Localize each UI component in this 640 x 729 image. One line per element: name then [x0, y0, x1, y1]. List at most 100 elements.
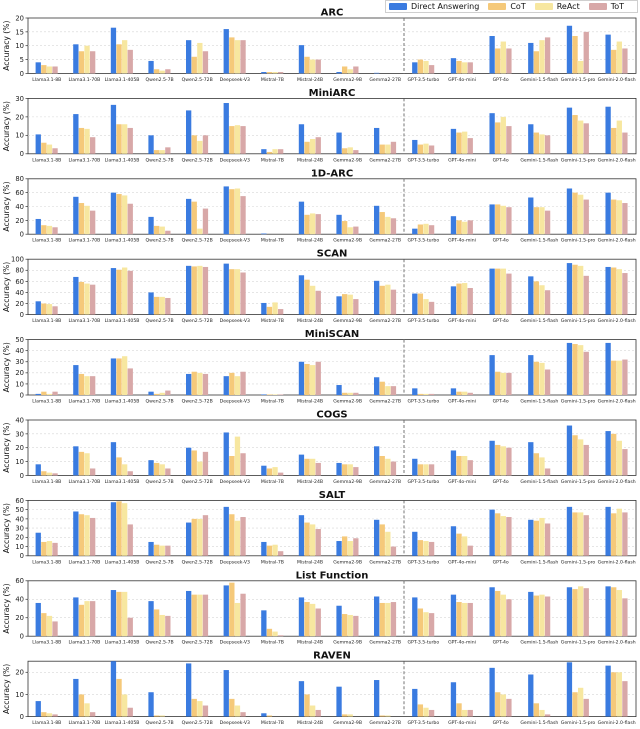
- bar-salt-qwen2-5-72b-cot: [191, 518, 197, 556]
- y-tick-label-salt-6: 60: [15, 497, 24, 505]
- bar-arc-gpt-3-5-turbo-react: [423, 60, 429, 74]
- bar-list-function-gpt-4o-tot: [506, 599, 512, 637]
- x-tick-label-salt-llama3-1-70b: Llama3.1-70B: [68, 559, 100, 565]
- x-tick-label-cogs-gpt-3-5-turbo: GPT-3.5-turbo: [407, 479, 439, 485]
- bar-miniarc-llama3-1-8b-react: [46, 144, 53, 154]
- x-tick-label-miniscan-gemma2-9b: Gemma2-9B: [333, 399, 362, 405]
- y-tick-label-miniscan-0: 0: [20, 391, 24, 399]
- bar-raven-gpt-4o-mini-tot: [467, 709, 473, 717]
- x-tick-label-miniscan-gpt-4o: GPT-4o: [493, 399, 509, 405]
- bar-cogs-deepseek-v3-react: [234, 436, 241, 476]
- x-tick-label-miniarc-gemini-1-5-flash: Gemini-1.5-flash: [520, 157, 558, 163]
- bar-cogs-deepseek-v3-cot: [229, 456, 235, 476]
- panel-title-raven: RAVEN: [313, 651, 351, 662]
- bar-raven-qwen2-5-72b-react: [197, 701, 203, 717]
- bar-miniarc-mistral-7b-react: [272, 149, 278, 154]
- x-tick-label-miniarc-gpt-4o: GPT-4o: [493, 157, 509, 163]
- x-tick-label-arc-mistral-24b: Mistral-24B: [297, 77, 323, 83]
- bar-salt-qwen2-5-7b-cot: [154, 544, 160, 556]
- bar-miniarc-qwen2-5-7b-react: [159, 150, 165, 154]
- x-tick-label-arc-qwen2-5-7b: Qwen2.5-7B: [146, 77, 174, 83]
- bar-cogs-llama3-1-8b-tot: [52, 473, 58, 476]
- x-tick-label-salt-gemini-1-5-flash: Gemini-1.5-flash: [520, 559, 558, 565]
- x-tick-label-cogs-llama3-1-8b: Llama3.1-8B: [32, 479, 61, 485]
- bar-arc-llama3-1-8b-cot: [41, 65, 47, 74]
- bar-1d-arc-gpt-3-5-turbo-tot: [428, 225, 435, 235]
- bar-miniarc-gemma2-9b-direct-answering: [336, 132, 342, 154]
- bar-raven-gpt-4o-mini-cot: [456, 703, 462, 717]
- bar-list-function-qwen2-5-72b-cot: [191, 594, 197, 637]
- x-tick-label-cogs-qwen2-5-7b: Qwen2.5-7B: [146, 479, 174, 485]
- bar-arc-qwen2-5-72b-react: [197, 42, 203, 74]
- bar-salt-mistral-7b-tot: [278, 551, 284, 556]
- bar-arc-gemma2-9b-tot: [353, 66, 359, 74]
- bar-salt-qwen2-5-72b-direct-answering: [186, 522, 192, 556]
- bar-miniscan-llama3-1-70b-direct-answering: [73, 365, 79, 395]
- x-tick-label-scan-gpt-3-5-turbo: GPT-3.5-turbo: [407, 318, 439, 324]
- bar-miniarc-gemini-1-5-flash-direct-answering: [528, 124, 534, 154]
- bar-scan-gemini-1-5-pro-cot: [572, 264, 578, 315]
- x-tick-label-list-function-gemini-2-0-flash: Gemini-2.0-flash: [598, 640, 636, 646]
- bar-list-function-gemma2-27b-react: [385, 602, 391, 637]
- bar-raven-qwen2-5-7b-cot: [154, 715, 160, 717]
- bar-1d-arc-gemini-2-0-flash-react: [616, 200, 622, 235]
- bar-miniarc-deepseek-v3-direct-answering: [223, 103, 229, 154]
- bar-arc-llama3-1-70b-react: [84, 45, 90, 74]
- bar-miniscan-llama3-1-70b-cot: [78, 373, 85, 395]
- bar-raven-gemini-1-5-flash-react: [539, 709, 545, 717]
- bar-salt-mistral-24b-react: [310, 524, 316, 556]
- bar-miniarc-qwen2-5-72b-tot: [202, 135, 209, 154]
- bar-scan-qwen2-5-7b-cot: [154, 296, 160, 315]
- bar-1d-arc-llama3-1-8b-direct-answering: [35, 218, 41, 235]
- bar-cogs-gemma2-27b-cot: [379, 456, 385, 476]
- bar-miniscan-gemini-1-5-pro-cot: [572, 344, 578, 395]
- bar-miniarc-gemma2-9b-cot: [342, 148, 348, 154]
- bar-list-function-gemma2-27b-direct-answering: [374, 596, 380, 637]
- bar-miniarc-gpt-4o-mini-tot: [467, 138, 473, 154]
- bar-miniscan-llama3-1-70b-react: [84, 376, 90, 395]
- bar-raven-llama3-1-405b-tot: [127, 707, 133, 717]
- legend-swatch-direct-answering: [389, 3, 407, 10]
- bar-arc-qwen2-5-7b-cot: [154, 69, 160, 74]
- bar-cogs-llama3-1-70b-tot: [90, 468, 96, 476]
- bar-raven-gemma2-27b-cot: [379, 715, 385, 717]
- bar-raven-gemini-2-0-flash-cot: [611, 672, 617, 717]
- bar-list-function-llama3-1-405b-direct-answering: [110, 590, 117, 637]
- bar-1d-arc-gpt-4o-cot: [495, 204, 501, 235]
- bar-1d-arc-llama3-1-8b-cot: [41, 225, 47, 235]
- bar-cogs-llama3-1-405b-direct-answering: [110, 442, 117, 476]
- x-tick-label-miniarc-llama3-1-70b: Llama3.1-70B: [68, 157, 100, 163]
- bar-scan-qwen2-5-72b-cot: [191, 266, 197, 315]
- bar-cogs-gemini-1-5-pro-direct-answering: [566, 425, 573, 476]
- x-tick-label-1d-arc-gemini-1-5-pro: Gemini-1.5-pro: [561, 238, 596, 244]
- bar-scan-gemini-2-0-flash-direct-answering: [605, 266, 611, 315]
- x-tick-label-raven-gpt-3-5-turbo: GPT-3.5-turbo: [407, 720, 439, 726]
- bar-scan-llama3-1-405b-cot: [116, 269, 122, 315]
- bar-1d-arc-qwen2-5-72b-react: [197, 228, 203, 235]
- bar-scan-mistral-7b-react: [272, 302, 278, 315]
- bar-cogs-mistral-7b-tot: [278, 472, 284, 476]
- bar-miniscan-gemini-1-5-pro-direct-answering: [566, 342, 573, 395]
- bar-salt-gpt-4o-react: [500, 516, 506, 556]
- bar-list-function-mistral-24b-direct-answering: [298, 597, 305, 637]
- bar-1d-arc-gpt-4o-mini-react: [462, 221, 468, 235]
- bar-list-function-gpt-3-5-turbo-cot: [417, 608, 424, 637]
- bar-miniscan-mistral-24b-tot: [315, 361, 321, 395]
- bar-scan-mistral-24b-direct-answering: [298, 275, 305, 315]
- x-tick-label-arc-llama3-1-8b: Llama3.1-8B: [32, 77, 61, 83]
- bar-1d-arc-gpt-4o-mini-cot: [456, 220, 462, 235]
- bar-scan-mistral-7b-tot: [278, 309, 284, 315]
- y-tick-label-scan-3: 60: [15, 278, 24, 286]
- bar-arc-gemini-1-5-flash-direct-answering: [528, 42, 534, 74]
- y-axis-label-raven: Accuracy (%): [2, 664, 11, 714]
- bar-miniarc-gemini-1-5-flash-cot: [533, 132, 540, 154]
- bar-miniscan-gemini-2-0-flash-direct-answering: [605, 342, 611, 395]
- bar-salt-gpt-4o-mini-tot: [467, 545, 473, 556]
- bar-arc-mistral-7b-react: [272, 72, 278, 74]
- bar-arc-qwen2-5-7b-direct-answering: [148, 60, 154, 74]
- bar-arc-gpt-3-5-turbo-cot: [417, 59, 424, 74]
- x-tick-label-scan-gemma2-27b: Gemma2-27B: [369, 318, 401, 324]
- x-tick-label-cogs-llama3-1-405b: Llama3.1-405B: [105, 479, 140, 485]
- legend: Direct Answering CoT ReAct ToT: [385, 0, 638, 13]
- bar-list-function-gpt-3-5-turbo-direct-answering: [412, 597, 418, 637]
